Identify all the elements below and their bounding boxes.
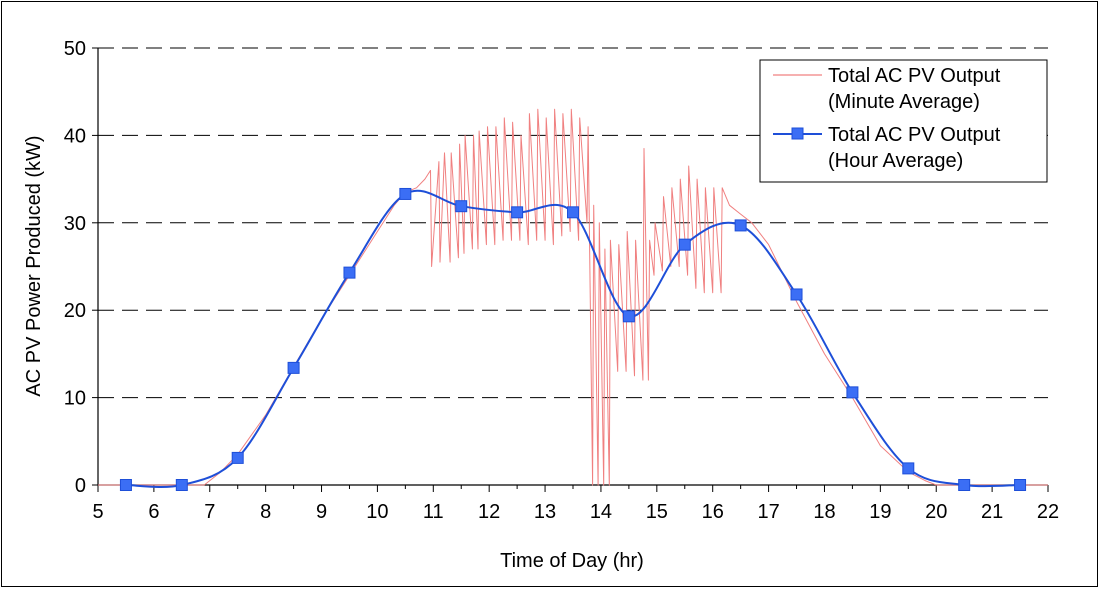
hour-average-point-19.5 — [902, 462, 915, 475]
hour-average-point-21.5 — [1014, 479, 1027, 491]
hour-average-point-17.5 — [790, 288, 803, 301]
legend-marker-hour — [791, 127, 804, 140]
y-tick-label: 40 — [64, 125, 86, 147]
x-tick-label: 22 — [1037, 501, 1059, 523]
hour-average-point-12.5 — [511, 206, 524, 219]
grid-lines — [98, 47, 1048, 399]
x-tick-label: 16 — [702, 501, 724, 523]
x-tick-label: 7 — [204, 501, 215, 523]
hour-average-point-9.5 — [343, 266, 356, 279]
legend-label-minute-line1: Total AC PV Output — [828, 65, 1001, 87]
hour-average-point-16.5 — [734, 219, 747, 232]
y-tick-label: 50 — [64, 38, 86, 60]
series-hour-average-line — [125, 189, 1021, 488]
x-tick-label: 5 — [92, 501, 103, 523]
y-tick-label: 30 — [64, 213, 86, 235]
y-tick-label: 0 — [75, 475, 86, 497]
x-tick-label: 15 — [646, 501, 668, 523]
axes: 0 10 20 30 40 50 5 6 7 8 9 10 11 12 13 14 15 16 17 18 19 20 21… — [64, 38, 1059, 523]
x-tick-label: 10 — [366, 501, 388, 523]
legend-label-minute-line2: (Minute Average) — [828, 91, 980, 113]
x-tick-label: 18 — [813, 501, 835, 523]
hour-average-point-14.5 — [622, 310, 635, 323]
x-tick-label: 13 — [534, 501, 556, 523]
hour-average-point-6.5 — [175, 479, 188, 491]
series-layer — [98, 108, 1048, 491]
y-axis-title: AC PV Power Produced (kW) — [23, 135, 45, 396]
x-tick-label: 21 — [981, 501, 1003, 523]
legend-box — [759, 59, 1048, 183]
x-tick-label: 14 — [590, 501, 612, 523]
x-tick-label: 11 — [423, 501, 444, 523]
x-tick-label: 19 — [869, 501, 891, 523]
hour-average-point-15.5 — [678, 238, 691, 251]
x-axis-title: Time of Day (hr) — [500, 550, 644, 572]
x-tick-label: 20 — [925, 501, 947, 523]
hour-average-point-8.5 — [287, 361, 300, 374]
hour-average-point-13.5 — [567, 206, 579, 219]
legend-label-hour-line1: Total AC PV Output — [828, 124, 1001, 146]
series-minute-average-line — [98, 108, 1048, 486]
legend: Total AC PV Output (Minute Average) Tota… — [759, 59, 1048, 183]
y-tick-label: 10 — [64, 388, 86, 410]
hour-average-point-10.5 — [399, 187, 412, 200]
hour-average-point-5.5 — [119, 479, 132, 491]
hour-average-point-20.5 — [958, 479, 971, 491]
hour-average-point-11.5 — [455, 200, 468, 213]
hour-average-point-7.5 — [231, 451, 244, 464]
x-tick-label: 9 — [316, 501, 327, 523]
x-tick-label: 8 — [260, 501, 271, 523]
x-tick-label: 6 — [148, 501, 159, 523]
hour-average-point-18.5 — [846, 386, 859, 399]
y-tick-label: 20 — [64, 300, 86, 322]
x-tick-label: 12 — [478, 501, 500, 523]
legend-label-hour-line2: (Hour Average) — [828, 150, 963, 172]
x-tick-label: 17 — [757, 501, 779, 523]
